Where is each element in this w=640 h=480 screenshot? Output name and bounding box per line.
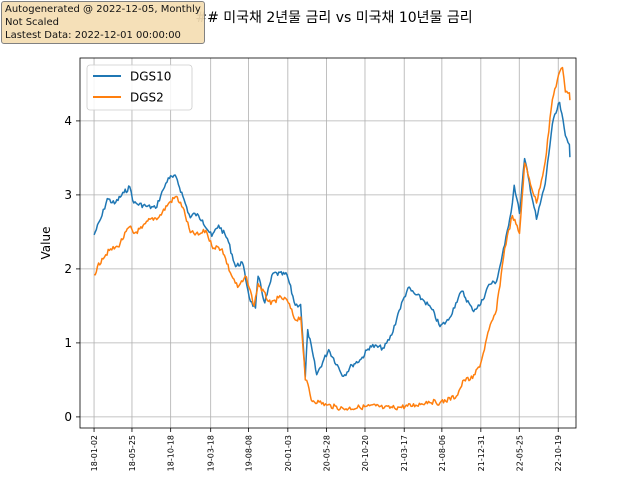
series-line-dgs2	[94, 66, 571, 411]
legend-label: DGS10	[130, 70, 171, 84]
x-tick-label: 21-12-31	[477, 435, 486, 471]
grid	[80, 58, 576, 428]
x-tick-label: 22-05-25	[515, 435, 524, 471]
x-tick-label: 18-01-02	[90, 435, 99, 471]
info-box-line: Lastest Data: 2022-12-01 00:00:00	[5, 30, 181, 41]
x-tick-label: 20-10-20	[361, 435, 370, 471]
y-tick-label: 4	[64, 114, 72, 128]
x-tick-label: 21-08-06	[438, 435, 447, 471]
chart-title: ## 미국채 2년물 금리 vs 미국채 10년물 금리	[195, 10, 472, 26]
x-tick-label: 19-03-18	[207, 435, 216, 471]
legend-label: DGS2	[130, 91, 164, 105]
x-tick-label: 19-08-08	[245, 435, 254, 471]
info-box-line: Autogenerated @ 2022-12-05, Monthly	[5, 4, 201, 15]
info-box-line: Not Scaled	[5, 17, 59, 28]
legend: DGS10 DGS2	[86, 64, 193, 111]
x-tick-label: 18-05-25	[128, 435, 137, 471]
x-tick-label: 22-10-19	[554, 435, 563, 471]
plot-frame	[79, 57, 577, 429]
x-tick-label: 18-10-18	[167, 435, 176, 471]
x-tick-label: 21-03-17	[400, 435, 409, 471]
y-tick-label: 1	[64, 336, 72, 350]
x-axis: 18-01-02 18-05-25 18-10-18 19-03-18 19-08-08…	[90, 428, 563, 471]
x-tick-label: 20-01-03	[284, 435, 293, 471]
y-tick-label: 0	[64, 410, 72, 424]
x-tick-label: 20-05-28	[323, 435, 332, 471]
y-tick-label: 2	[64, 262, 72, 276]
info-box: Autogenerated @ 2022-12-05, Monthly Not …	[1, 1, 205, 44]
y-axis: 0 1 2 3 4	[64, 114, 80, 424]
series-lines	[93, 66, 571, 411]
series-line-dgs10	[93, 101, 571, 378]
y-tick-label: 3	[64, 188, 72, 202]
y-axis-label: Value	[39, 227, 53, 260]
